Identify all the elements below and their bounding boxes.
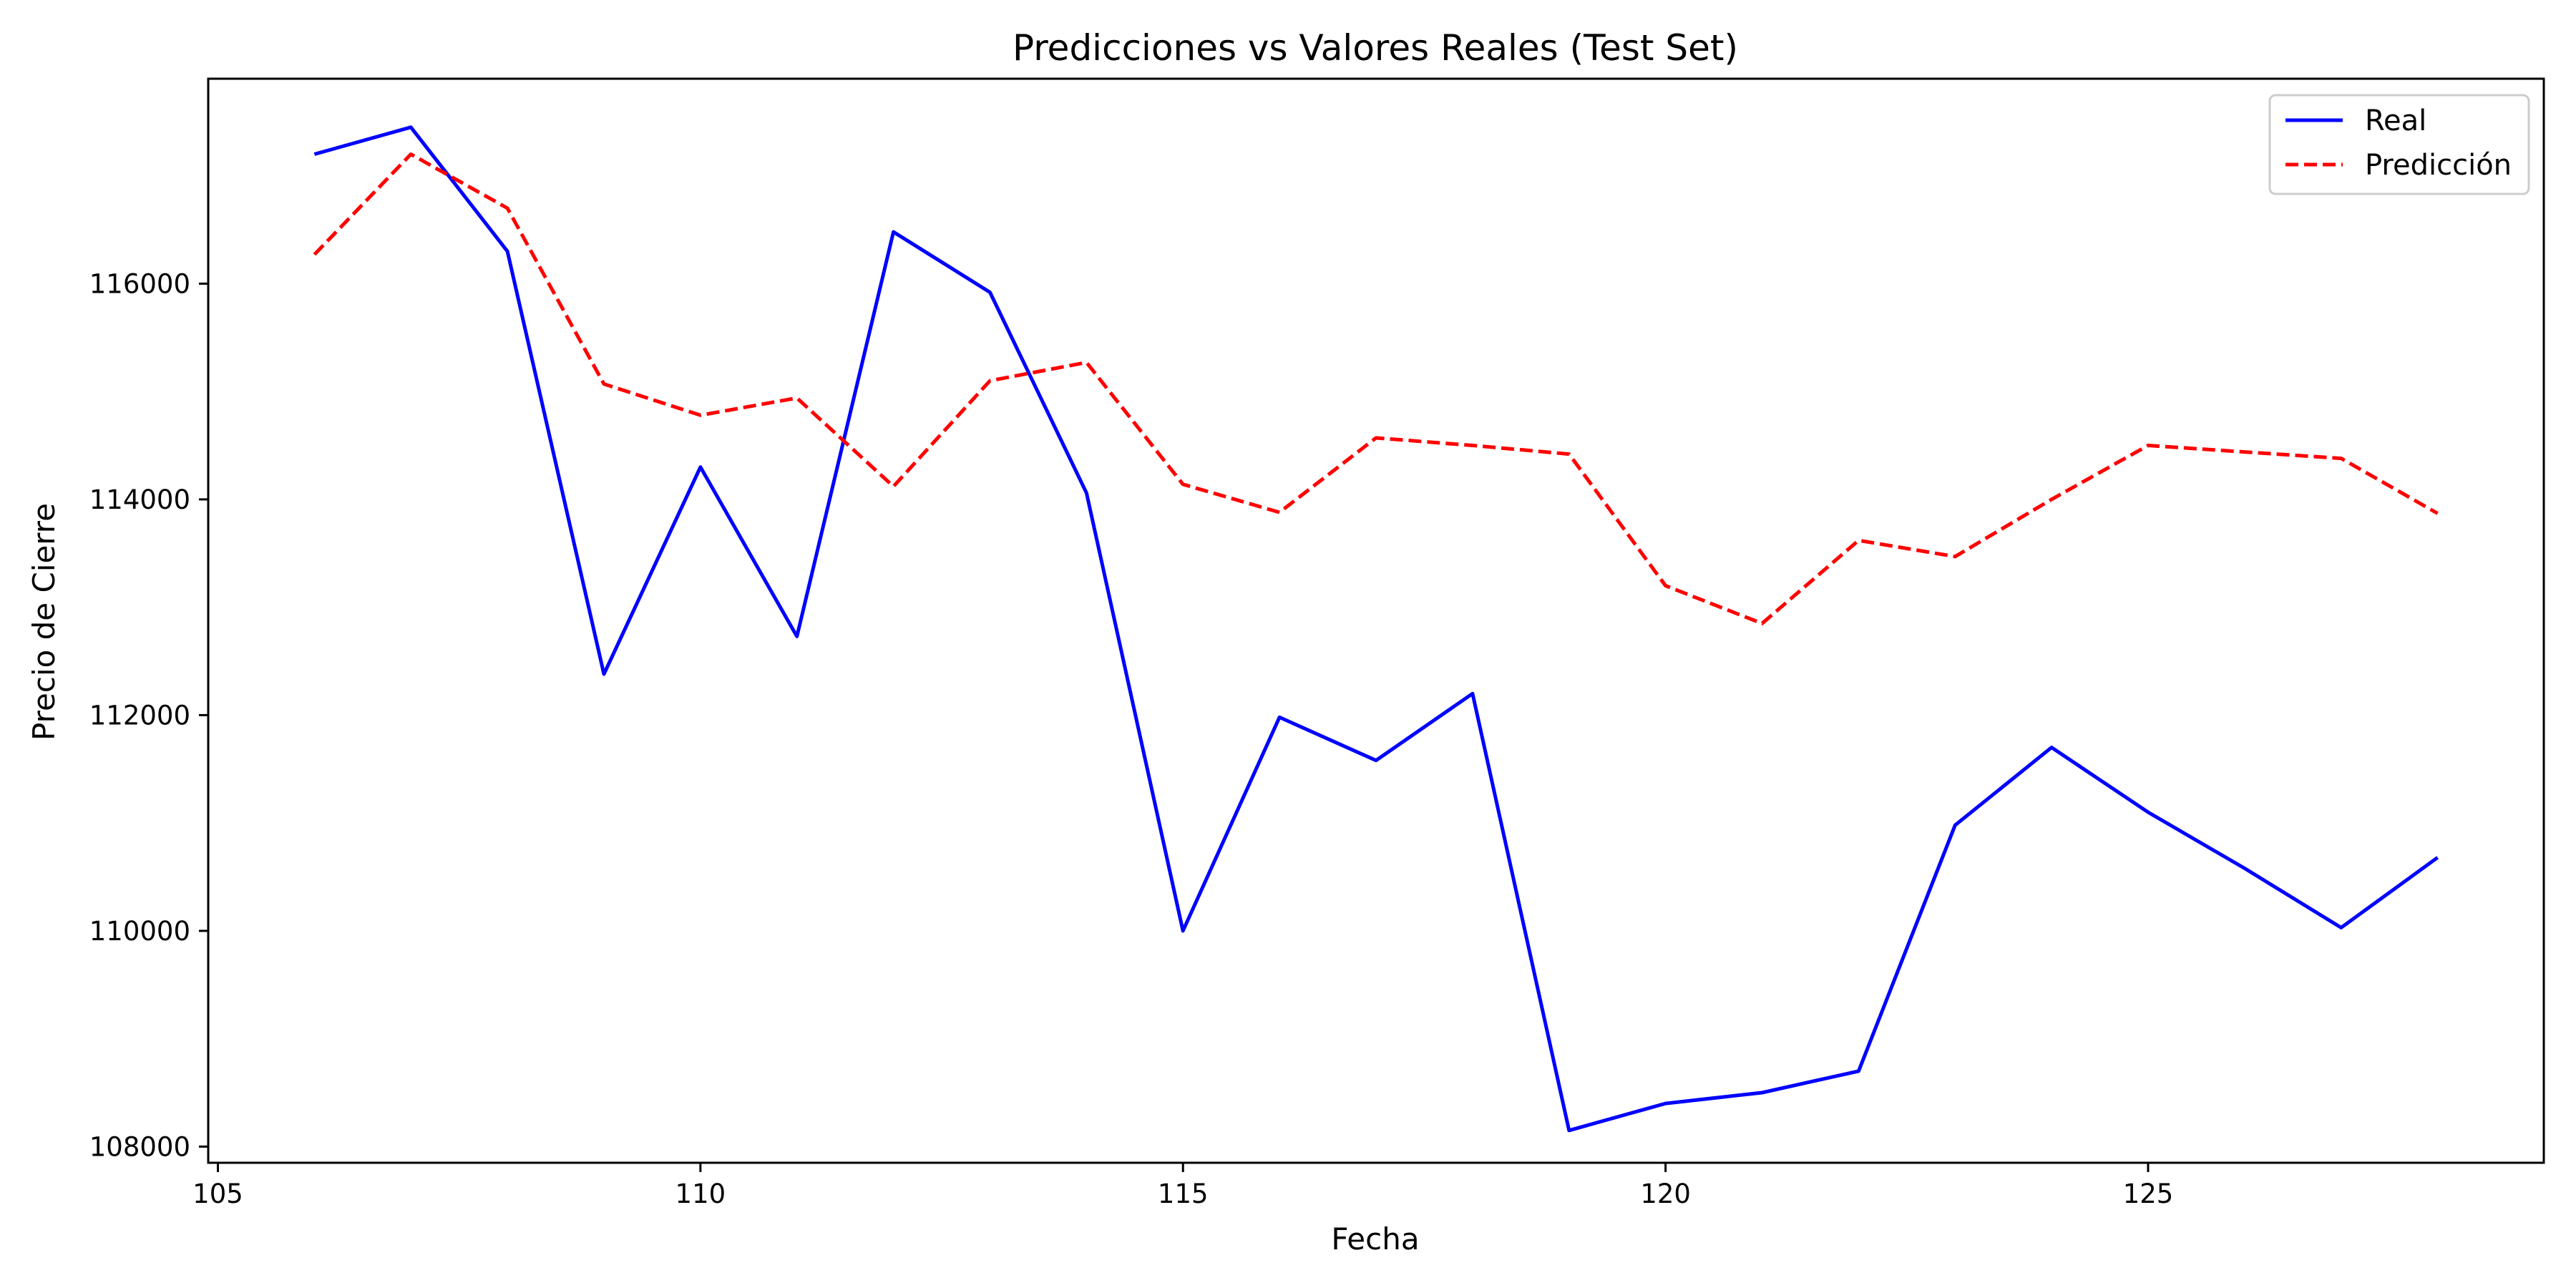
y-tick-label: 114000 xyxy=(89,484,190,515)
legend-label-1: Real xyxy=(2365,104,2426,137)
series-line-1 xyxy=(313,125,2439,1133)
y-tick-label: 112000 xyxy=(89,700,190,731)
legend-label-2: Predicción xyxy=(2365,149,2512,182)
plot-area: 105 110 115 120 125 108000 110000 112000 114000 1… xyxy=(89,77,2545,1209)
x-tick-label: 110 xyxy=(675,1179,726,1209)
x-axis-title: Fecha xyxy=(1331,1221,1419,1257)
x-tick-label: 115 xyxy=(1158,1179,1209,1209)
y-tick-label: 110000 xyxy=(89,916,190,947)
x-tick-label: 125 xyxy=(2123,1179,2174,1209)
x-tick-label: 105 xyxy=(192,1179,243,1209)
plot-frame xyxy=(207,77,2545,1164)
y-tick-label: 108000 xyxy=(89,1131,190,1162)
legend: Real Predicción xyxy=(2268,94,2530,195)
y-tick-label: 116000 xyxy=(89,268,190,299)
series-line-2 xyxy=(313,152,2439,625)
x-tick-label: 120 xyxy=(1640,1179,1691,1209)
chart-title: Predicciones vs Valores Reales (Test Set… xyxy=(1013,27,1738,69)
y-axis-title: Precio de Cierre xyxy=(26,503,62,741)
